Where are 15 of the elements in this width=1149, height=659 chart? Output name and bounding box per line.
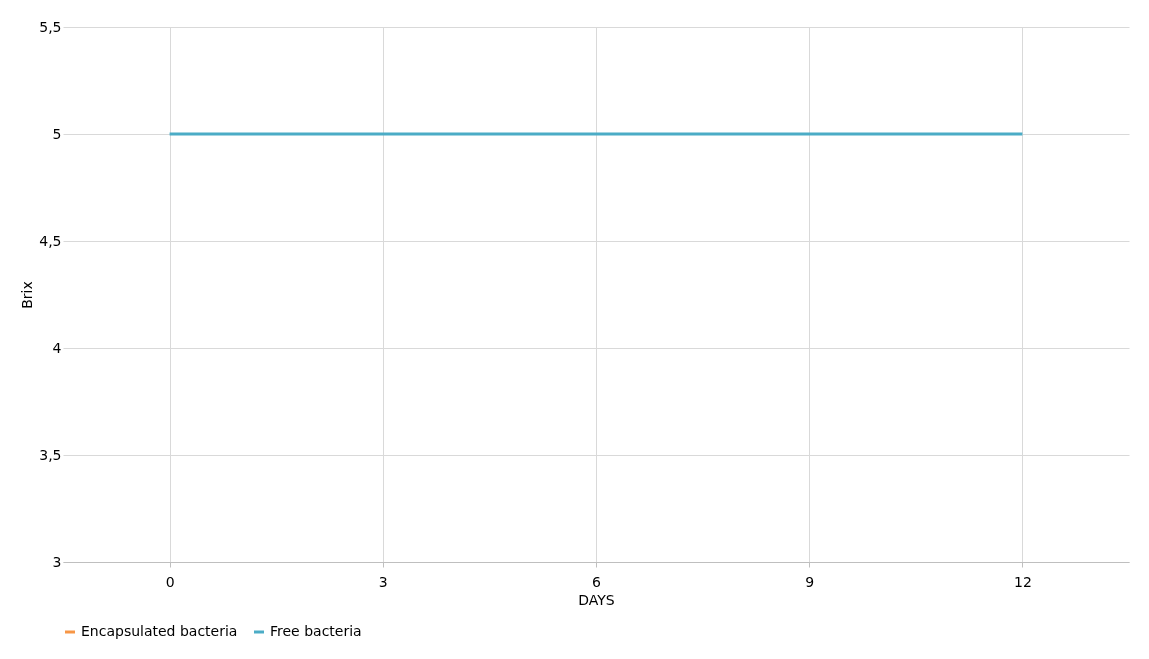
y-tick-label: 3,5 [39, 446, 62, 463]
y-tick-label: 4 [52, 339, 62, 356]
x-tick-label: 9 [805, 573, 815, 590]
x-tick-label: 3 [378, 573, 388, 590]
y-tick-label: 4,5 [39, 232, 62, 249]
x-tick-label: 6 [592, 573, 602, 590]
y-tick-label: 5,5 [39, 18, 62, 35]
y-tick-label: 5 [52, 125, 62, 142]
y-tick-label: 3 [52, 553, 62, 570]
y-axis-title: Brix [19, 281, 36, 309]
x-tick-label: 12 [1013, 573, 1032, 590]
x-tick-label: 0 [165, 573, 175, 590]
legend-label: Free bacteria [270, 623, 362, 639]
legend-label: Encapsulated bacteria [81, 623, 238, 639]
x-axis-title: DAYS [578, 591, 615, 608]
